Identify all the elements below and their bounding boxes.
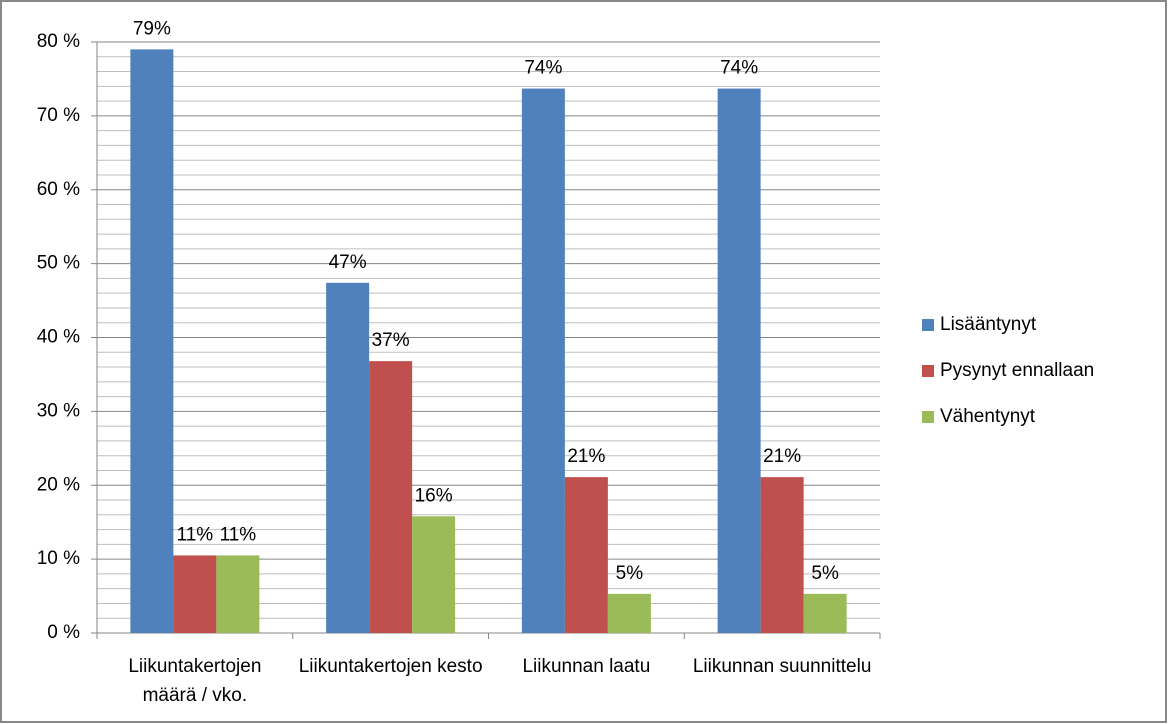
legend-label: Lisääntynyt — [940, 314, 1037, 335]
value-label: 74% — [524, 58, 562, 79]
bar — [803, 593, 847, 633]
x-tick-label: Liikuntakertojen kesto — [298, 656, 483, 677]
legend-label: Pysynyt ennallaan — [940, 360, 1094, 381]
y-tick-label: 10 % — [37, 548, 80, 569]
legend-swatch — [922, 411, 934, 423]
bar — [173, 555, 217, 633]
value-label: 47% — [329, 252, 367, 273]
bar — [717, 88, 761, 633]
value-label: 11% — [177, 524, 214, 545]
y-tick-label: 20 % — [37, 474, 80, 495]
bar — [521, 88, 565, 633]
legend-swatch — [922, 319, 934, 331]
value-label: 5% — [616, 563, 644, 584]
y-tick-label: 80 % — [37, 31, 80, 52]
x-tick-label: Liikuntakertojen määrä / vko. — [128, 656, 262, 706]
y-tick-label: 60 % — [37, 179, 80, 200]
value-label: 37% — [372, 330, 410, 351]
value-label: 74% — [720, 58, 758, 79]
value-label: 11% — [220, 524, 257, 545]
legend-swatch — [922, 365, 934, 377]
x-tick-label: Liikunnan laatu — [522, 656, 651, 677]
bar — [607, 593, 651, 633]
bar — [130, 49, 174, 633]
x-tick-label: Liikunnan suunnittelu — [692, 656, 872, 677]
value-label: 5% — [811, 563, 839, 584]
value-label: 16% — [415, 485, 453, 506]
bar — [412, 516, 456, 633]
value-label: 79% — [133, 18, 171, 39]
y-tick-label: 30 % — [37, 400, 80, 421]
bar — [216, 555, 260, 633]
y-tick-label: 0 % — [47, 622, 80, 643]
bar — [369, 361, 413, 633]
bar — [564, 477, 608, 633]
value-label: 21% — [567, 446, 605, 467]
legend-label: Vähentynyt — [940, 406, 1036, 427]
y-tick-label: 40 % — [37, 327, 80, 348]
y-tick-label: 50 % — [37, 253, 80, 274]
value-label: 21% — [763, 446, 801, 467]
y-tick-label: 70 % — [37, 105, 80, 126]
bar — [326, 282, 370, 633]
bar — [760, 477, 804, 633]
